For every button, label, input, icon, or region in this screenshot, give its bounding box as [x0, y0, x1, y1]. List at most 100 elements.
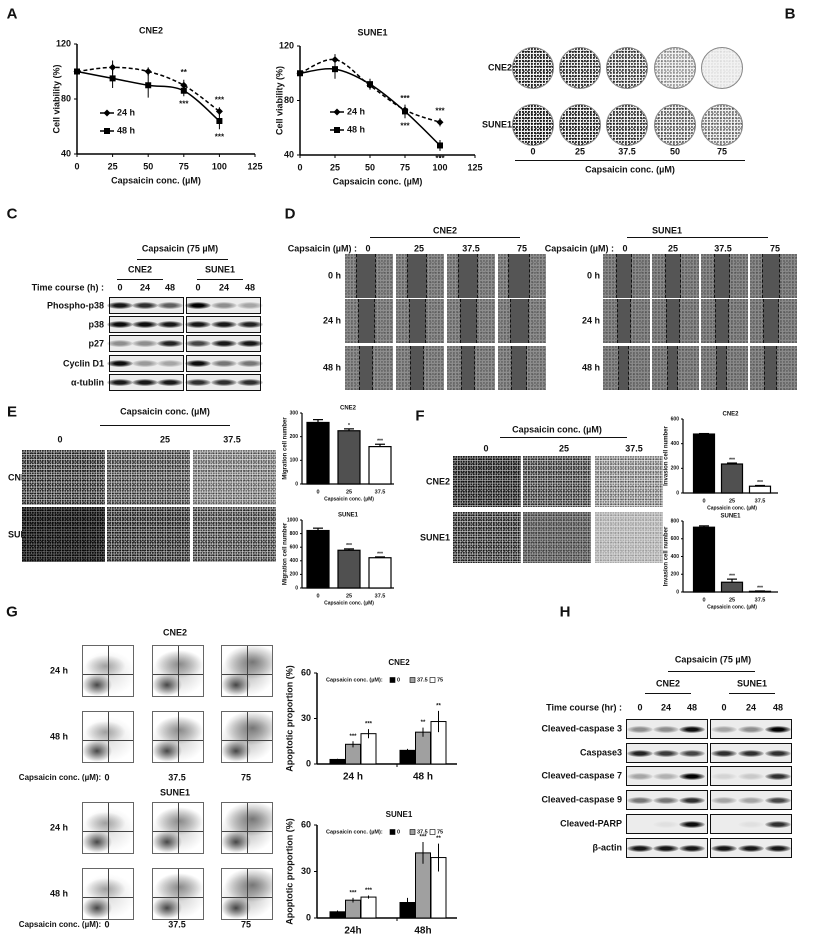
treatment-label: Capsaicin (75 µM) [141, 243, 219, 254]
x-axis-label: Capsaicin conc. (µM) [707, 604, 757, 610]
quadrant-line-vertical [247, 646, 248, 696]
y-axis-label: Migration cell number [283, 417, 289, 480]
x-tick-label: 37.5 [375, 489, 386, 495]
significance-label: *** [346, 543, 352, 549]
wound-gap [713, 254, 730, 298]
panel-label-h: H [559, 603, 571, 621]
y-tick-label: 40 [61, 148, 71, 158]
flow-cytometry-plot [152, 645, 204, 697]
blot-row-label: β-actin [592, 842, 623, 853]
panel-label-d: D [284, 205, 296, 223]
divider-line [668, 671, 755, 673]
legend-label: 37.5 [417, 829, 428, 835]
protein-band [679, 725, 705, 733]
protein-band [237, 321, 263, 328]
western-blot-image [710, 814, 792, 834]
concentration-label: 0 [530, 146, 536, 157]
significance-label: *** [179, 99, 189, 108]
transwell-image [523, 456, 591, 507]
protein-band [107, 360, 133, 367]
protein-band [711, 749, 737, 757]
divider-line [627, 237, 768, 239]
wound-gap [714, 299, 729, 343]
data-point [402, 108, 408, 115]
quadrant-line-horizontal [222, 896, 272, 898]
transwell-image [107, 450, 190, 505]
wound-gap [458, 254, 478, 298]
time-course-label: Time course (hr) : [546, 702, 622, 713]
y-tick-label: 120 [279, 40, 294, 50]
concentration-label: 37.5 [168, 919, 186, 930]
blot-row-label: Cleaved-caspase 9 [541, 794, 622, 805]
time-label: 0 h [586, 270, 600, 281]
panel-label-b: B [784, 5, 796, 23]
legend-title: Capsaicin conc. (µM): [326, 677, 383, 683]
protein-band [653, 772, 679, 780]
significance-label: *** [215, 132, 225, 141]
concentration-label: 37.5 [714, 243, 732, 254]
time-label: 24 [660, 702, 672, 713]
data-point [297, 70, 303, 77]
bar [692, 526, 716, 593]
time-label: 0 [195, 282, 201, 293]
divider-line [370, 237, 520, 239]
y-axis-label: Cell viability (%) [274, 66, 284, 135]
concentration-prefix-label: Capsaicin (µM) : [544, 243, 614, 254]
x-tick-label: 125 [467, 162, 482, 172]
protein-band [132, 340, 158, 347]
quadrant-line-vertical [108, 646, 109, 696]
x-tick-label: 25 [729, 498, 735, 504]
protein-band [157, 302, 183, 309]
row-label-cne2: CNE2 [8, 472, 33, 482]
concentration-label: 0 [622, 243, 628, 254]
protein-band [679, 844, 705, 852]
wound-gap [667, 346, 678, 390]
cell-line-label: SUNE1 [159, 787, 191, 798]
flow-cytometry-plot [82, 645, 134, 697]
concentration-prefix-label: Capsaicin conc. (µM): [18, 920, 102, 929]
western-blot-image [109, 335, 184, 352]
x-axis-label: Capsaicin conc. (µM) [707, 505, 757, 511]
quadrant-line-vertical [178, 712, 179, 762]
protein-band [765, 820, 791, 828]
protein-band [107, 340, 133, 347]
divider-line [645, 693, 691, 695]
y-tick-label: 400 [671, 554, 680, 560]
protein-band [157, 360, 183, 367]
x-tick-label: 100 [212, 161, 227, 171]
legend-title: Capsaicin conc. (µM): [326, 829, 383, 835]
data-point [216, 118, 223, 124]
flow-cytometry-plot [82, 868, 134, 920]
protein-band [237, 379, 263, 386]
protein-band [711, 725, 737, 733]
row-label-sune1: SUNE1 [481, 119, 512, 130]
y-tick-label: 120 [56, 38, 71, 48]
flow-cytometry-plot [82, 711, 134, 763]
significance-label: *** [377, 439, 383, 445]
y-tick-label: 30 [301, 866, 311, 876]
x-tick-label: 24 h [343, 772, 363, 783]
time-label: 0 [721, 702, 727, 713]
divider-line [137, 259, 228, 261]
divider-line [515, 160, 745, 162]
transwell-image [453, 456, 521, 507]
significance-label: *** [435, 106, 445, 115]
divider-line [197, 279, 243, 281]
protein-band [237, 360, 263, 367]
protein-band [738, 844, 764, 852]
protein-band [627, 820, 653, 828]
time-label: 48 [686, 702, 698, 713]
protein-band [653, 725, 679, 733]
protein-band [679, 796, 705, 804]
row-label-sune1: SUNE1 [419, 532, 450, 542]
wound-healing-image [701, 254, 748, 298]
significance-label: *** [349, 890, 357, 896]
significance-label: *** [419, 835, 427, 841]
western-blot-image [710, 790, 792, 810]
time-label: 48 h [49, 731, 68, 742]
wound-gap [664, 254, 681, 298]
western-blot-image [710, 766, 792, 786]
cell-line-label: CNE2 [127, 264, 153, 275]
time-label: 48 h [581, 362, 600, 373]
